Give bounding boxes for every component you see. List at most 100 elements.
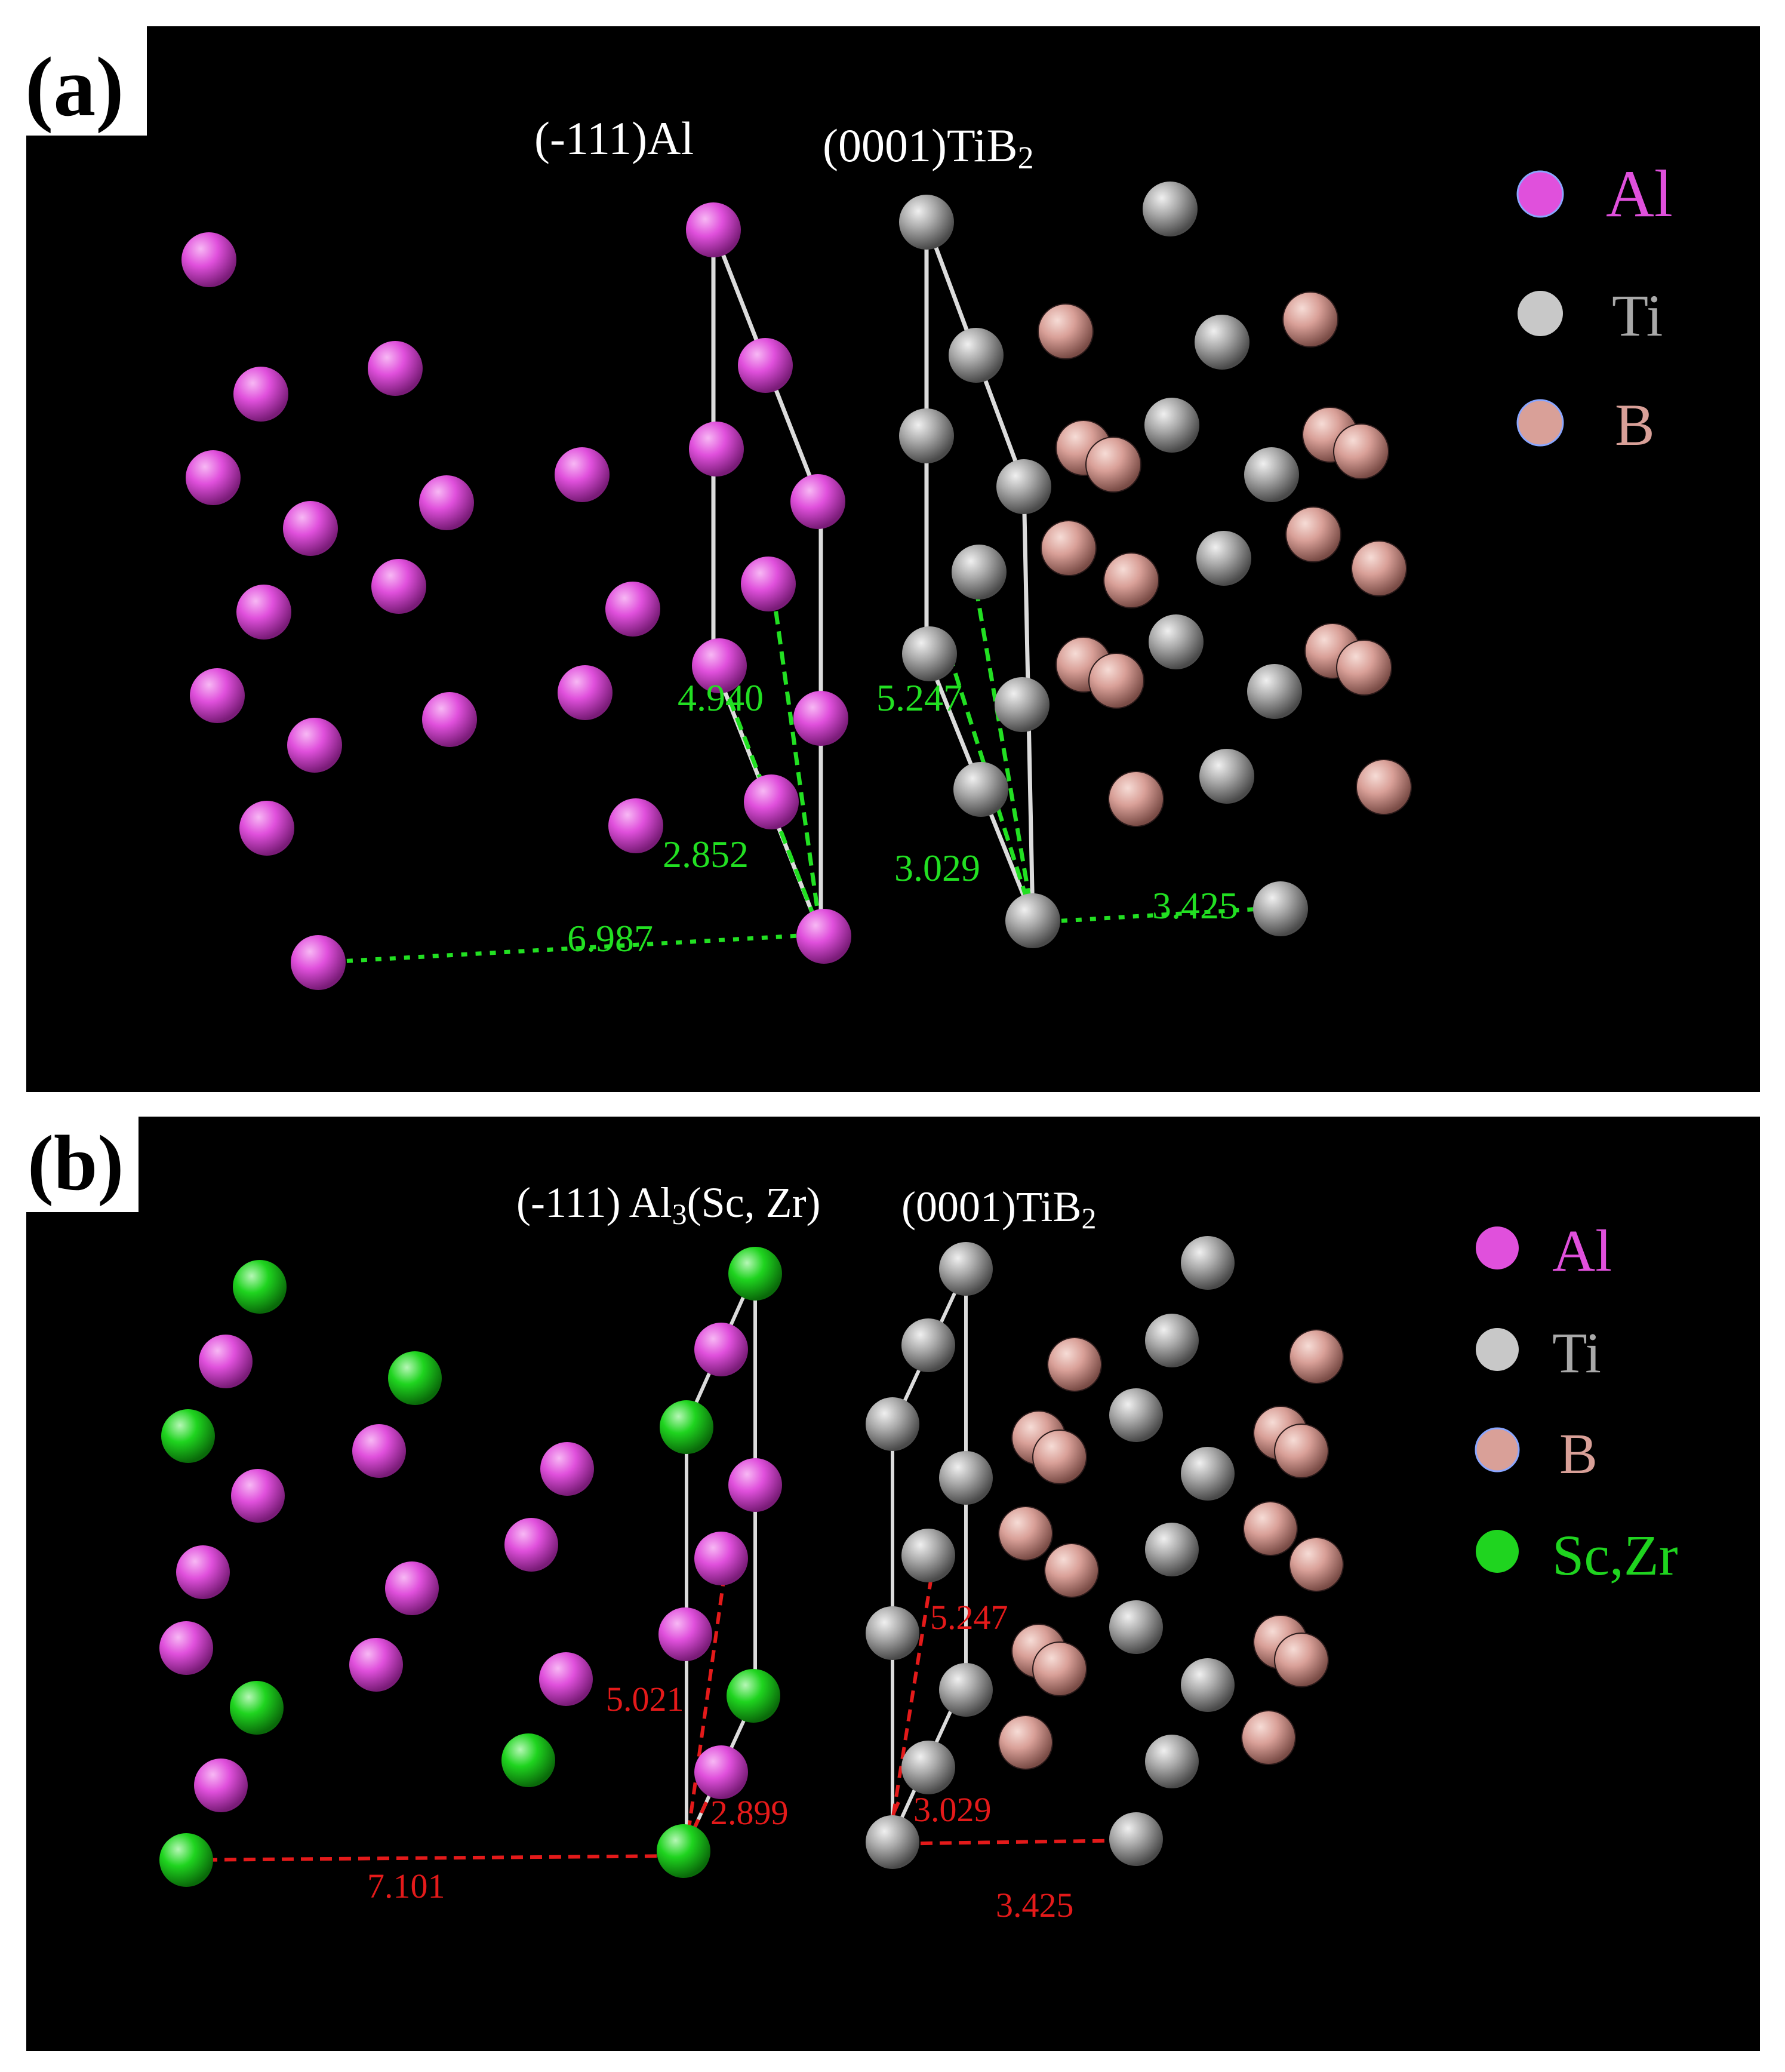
al-atom (422, 692, 477, 747)
b-atom (1032, 1641, 1087, 1696)
b-atom (1274, 1633, 1329, 1687)
ti-atom (952, 545, 1007, 600)
sczr-atom (230, 1681, 284, 1735)
legend-label-al: Al (1552, 1218, 1612, 1284)
panel-b-label: (b) (27, 1119, 124, 1207)
al-atom (283, 501, 338, 556)
sczr-atom (728, 1247, 782, 1301)
panel-a-label-box (0, 0, 147, 136)
ti-atom (1145, 1523, 1199, 1576)
al-atom (686, 202, 741, 257)
al-atom (236, 585, 291, 640)
ti-atom (1247, 664, 1302, 719)
al-atom (692, 638, 747, 693)
legend-label-b: B (1559, 1422, 1598, 1486)
panel-b-title-right: (0001)TiB2 (901, 1183, 1096, 1235)
measure-label: 5.247 (930, 1598, 1008, 1637)
b-atom (1044, 1543, 1099, 1598)
sczr-atom (388, 1351, 442, 1405)
al-atom (689, 422, 744, 477)
al-atom (694, 1745, 748, 1799)
panel-a-legend: Al Ti B (1516, 157, 1673, 458)
ti-atom (1145, 1314, 1199, 1367)
ti-atom (1109, 1388, 1163, 1442)
legend-swatch-b (1475, 1427, 1520, 1472)
ti-atom (1109, 1812, 1163, 1866)
b-atom (1032, 1430, 1087, 1484)
measure-label: 6.987 (567, 917, 653, 960)
legend-label-al: Al (1606, 157, 1673, 231)
panel-b: (b) (-111) Al3(Sc, Zr) (0001)TiB2 (26, 1117, 1760, 2051)
measure-label: 3.029 (913, 1790, 992, 1829)
b-atom (1085, 436, 1141, 493)
legend-swatch-al (1476, 1226, 1519, 1269)
measure-label: 2.899 (710, 1793, 789, 1832)
measure-label: 2.852 (663, 833, 749, 875)
legend-label-ti: Ti (1552, 1321, 1601, 1385)
al-atom (793, 691, 848, 746)
al-atom (190, 668, 245, 723)
al-atom (728, 1458, 782, 1512)
b-atom (1289, 1329, 1344, 1384)
panel-a-background (26, 26, 1760, 1092)
legend-swatch-al (1516, 170, 1564, 218)
al-atom (694, 1532, 748, 1585)
b-atom (998, 1715, 1053, 1770)
ti-atom (1149, 614, 1204, 669)
al-atom (658, 1607, 712, 1661)
ti-atom (1144, 398, 1199, 453)
panel-b-sczr-atoms (159, 1247, 782, 1887)
ti-atom (866, 1815, 919, 1869)
b-atom (1041, 520, 1097, 576)
ti-atom (901, 1741, 955, 1794)
legend-swatch-b (1516, 399, 1564, 447)
al-atom (694, 1323, 748, 1376)
panel-a-title-left: (-111)Al (534, 112, 694, 164)
al-atom (555, 447, 610, 502)
ti-atom (1181, 1658, 1235, 1712)
al-atom (744, 774, 799, 829)
ti-atom (899, 408, 954, 463)
ti-atom (949, 328, 1004, 383)
al-atom (368, 341, 423, 396)
al-atom (539, 1652, 593, 1706)
ti-atom (939, 1663, 993, 1717)
ti-atom (1181, 1447, 1235, 1501)
b-atom (1103, 552, 1159, 608)
ti-atom (1199, 749, 1254, 804)
legend-swatch-ti (1518, 291, 1563, 336)
panel-a: (a) (-111)Al (0001)TiB2 (0, 0, 1760, 1092)
panel-a-label: (a) (25, 39, 124, 134)
ti-atom (1253, 881, 1308, 936)
ti-atom (866, 1606, 919, 1660)
legend-label-sczr: Sc,Zr (1552, 1523, 1678, 1587)
al-atom (186, 450, 241, 505)
al-atom (790, 474, 845, 529)
ti-atom (866, 1397, 919, 1451)
al-atom (608, 798, 663, 853)
ti-atom (1195, 315, 1250, 370)
b-atom (1274, 1424, 1329, 1478)
panel-b-al-atoms (159, 1323, 782, 1812)
ti-atom (902, 626, 957, 681)
b-atom (1047, 1337, 1102, 1392)
sczr-atom (161, 1409, 215, 1463)
legend-label-ti: Ti (1612, 282, 1663, 349)
al-atom (194, 1759, 248, 1812)
ti-atom (1145, 1735, 1199, 1788)
legend-swatch-ti (1476, 1328, 1519, 1371)
al-atom (741, 557, 796, 611)
al-atom (605, 582, 660, 637)
panel-b-ti-atoms (866, 1236, 1235, 1869)
al-atom (176, 1545, 230, 1599)
sczr-atom (660, 1400, 713, 1454)
measure-label: 7.101 (367, 1867, 445, 1905)
al-atom (352, 1424, 406, 1478)
legend-swatch-sczr (1476, 1530, 1519, 1573)
panel-b-legend: Al Ti B Sc,Zr (1475, 1218, 1678, 1587)
al-atom (199, 1335, 253, 1388)
ti-atom (995, 677, 1050, 732)
al-atom (239, 801, 294, 856)
b-atom (1243, 1501, 1298, 1556)
